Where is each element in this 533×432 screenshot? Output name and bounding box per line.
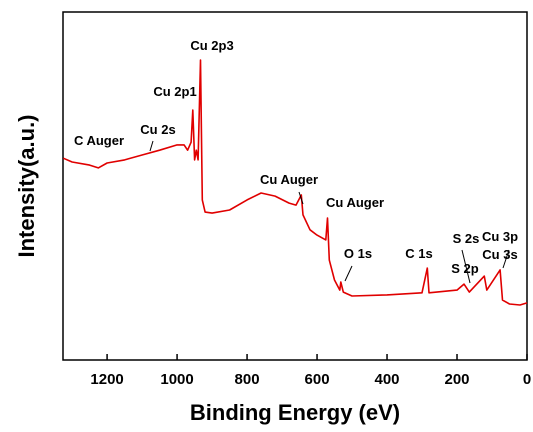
peak-label: O 1s (344, 246, 372, 261)
peak-label: S 2p (451, 261, 479, 276)
x-tick-label: 600 (305, 371, 330, 388)
x-tick-label: 800 (235, 371, 260, 388)
leader-line (461, 249, 471, 284)
plot-frame (62, 11, 528, 361)
x-tick-label: 0 (523, 371, 531, 388)
peak-label: Cu Auger (326, 195, 384, 210)
spectrum-line (62, 59, 528, 306)
leader-line (344, 265, 353, 282)
peak-label: Cu 2p1 (153, 84, 196, 99)
peak-label: Cu Auger (260, 172, 318, 187)
leader-line (298, 191, 304, 205)
x-tick-label: 200 (444, 371, 469, 388)
x-tick-label: 1000 (160, 371, 193, 388)
x-tick-label: 400 (375, 371, 400, 388)
y-axis-title: Intensity(a.u.) (14, 114, 39, 257)
peak-label: Cu 2p3 (190, 38, 233, 53)
peak-label: S 2s (453, 231, 480, 246)
leader-line (502, 249, 510, 269)
peak-label: Cu 3p (482, 229, 518, 244)
peak-label: Cu 2s (140, 122, 175, 137)
x-tick-label: 1200 (90, 371, 123, 388)
peak-label: C 1s (405, 246, 432, 261)
peak-label: Cu 3s (482, 247, 517, 262)
peak-label: C Auger (74, 133, 124, 148)
x-axis-title: Binding Energy (eV) (190, 400, 400, 425)
leader-line (149, 140, 154, 152)
